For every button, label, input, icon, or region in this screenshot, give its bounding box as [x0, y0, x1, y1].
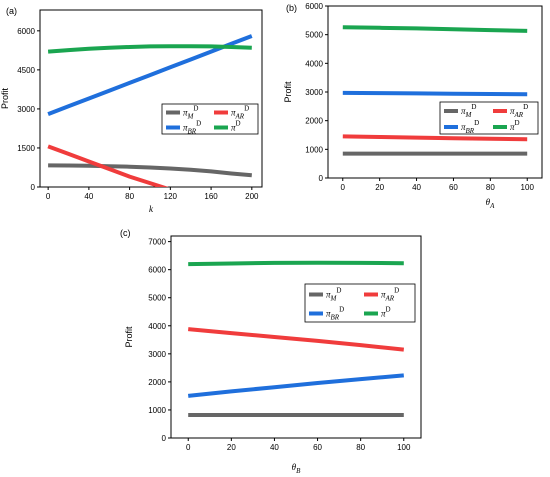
x-tick-label: 100	[397, 443, 411, 452]
series-line-4	[47, 44, 252, 54]
y-tick-label: 4000	[305, 59, 323, 68]
y-tick-label: 1000	[305, 145, 323, 154]
y-tick-label: 3000	[17, 105, 35, 114]
x-tick-label: 60	[313, 443, 322, 452]
legend: πMD πARD πBRD πD	[161, 103, 259, 136]
y-tick-label: 0	[319, 174, 324, 183]
series-line-2	[47, 144, 169, 187]
x-tick-label: 200	[245, 192, 259, 201]
legend-label: πD	[510, 119, 520, 132]
x-tick-label: 100	[521, 183, 535, 192]
y-axis-title: Profit	[283, 81, 293, 103]
y-tick-label: 5000	[305, 31, 323, 40]
series-line-2	[342, 134, 528, 142]
x-tick-label: 0	[341, 183, 346, 192]
legend-label: πD	[381, 306, 391, 319]
y-tick-label: 7000	[148, 238, 166, 247]
y-tick-label: 2000	[148, 378, 166, 387]
series-line-3	[187, 373, 404, 398]
legend-label: πD	[231, 120, 241, 133]
series-group	[187, 260, 405, 417]
x-tick-label: 120	[164, 192, 178, 201]
legend-label: πARD	[510, 103, 528, 119]
y-tick-label: 0	[162, 434, 167, 443]
legend: πMD πARD πBRD πD	[304, 283, 416, 323]
series-line-3	[342, 90, 528, 97]
legend-label: πMD	[326, 287, 341, 303]
x-tick-label: 40	[412, 183, 421, 192]
y-tick-label: 3000	[305, 88, 323, 97]
chart-panel-2: 0 1000 2000 3000 4000 5000 6000 0 20 40 60 80 100 Pro…	[283, 2, 543, 210]
y-tick-label: 6000	[305, 2, 323, 11]
panel-label: (a)	[6, 6, 17, 16]
legend-label: πBRD	[461, 119, 479, 135]
x-tick-label: 80	[125, 192, 134, 201]
legend-label: πMD	[183, 105, 198, 121]
x-axis-title: θA	[486, 197, 495, 210]
plot-frame	[39, 9, 263, 188]
x-axis-title: θB	[292, 462, 301, 475]
x-axis-title: k	[149, 204, 154, 214]
legend-label: πARD	[381, 287, 399, 303]
legend-label: πARD	[231, 105, 249, 121]
series-line-4	[188, 260, 404, 267]
x-tick-label: 80	[356, 443, 365, 452]
x-tick-label: 0	[46, 192, 51, 201]
x-tick-label: 60	[449, 183, 458, 192]
chart-panel-1: 0 1500 3000 4500 6000 0 40 80 120 160 200 Profit k (a…	[0, 6, 263, 214]
panel-label: (b)	[286, 3, 297, 13]
legend-box	[304, 283, 416, 323]
y-tick-label: 6000	[148, 266, 166, 275]
legend: πMD πARD πBRD πD	[439, 101, 539, 135]
y-tick-label: 6000	[17, 27, 35, 36]
y-tick-label: 4500	[17, 66, 35, 75]
y-tick-label: 3000	[148, 350, 166, 359]
series-line-3	[47, 34, 253, 116]
x-tick-label: 80	[486, 183, 495, 192]
series-line-4	[342, 25, 528, 33]
series-group	[342, 25, 528, 156]
x-tick-label: 160	[204, 192, 218, 201]
series-group	[47, 34, 253, 187]
y-axis-title: Profit	[0, 88, 10, 110]
y-tick-label: 5000	[148, 294, 166, 303]
x-tick-label: 20	[227, 443, 236, 452]
y-tick-label: 2000	[305, 117, 323, 126]
y-axis-title: Profit	[124, 326, 134, 348]
x-tick-label: 40	[270, 443, 279, 452]
legend-label: πBRD	[326, 306, 344, 322]
y-tick-label: 0	[31, 183, 36, 192]
x-tick-label: 0	[186, 443, 191, 452]
legend-label: πMD	[461, 103, 476, 119]
plot-frame	[170, 235, 422, 439]
legend-label: πBRD	[183, 120, 201, 136]
x-tick-label: 40	[84, 192, 93, 201]
panel-label: (c)	[120, 228, 131, 238]
y-tick-label: 4000	[148, 322, 166, 331]
series-line-1	[48, 163, 252, 178]
y-tick-label: 1000	[148, 406, 166, 415]
x-tick-label: 20	[375, 183, 384, 192]
y-tick-label: 1500	[17, 144, 35, 153]
series-line-2	[188, 327, 405, 352]
chart-panel-3: 0 1000 2000 3000 4000 5000 6000 7000 0 20 40 60 80 10…	[120, 228, 422, 475]
